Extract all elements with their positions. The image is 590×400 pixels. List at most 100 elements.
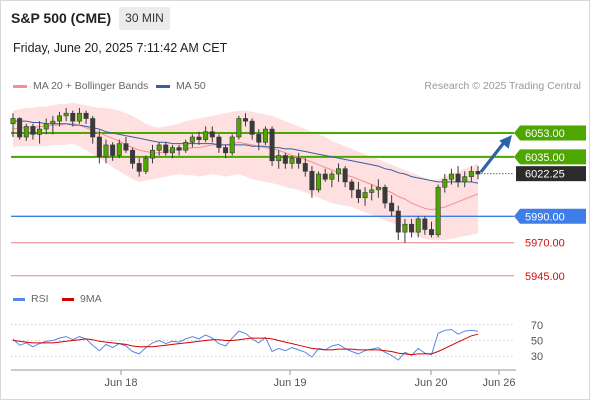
rsi-tick-30: 30 bbox=[531, 351, 543, 363]
timestamp: Friday, June 20, 2025 7:11:42 AM CET bbox=[13, 41, 228, 55]
candle-49 bbox=[335, 163, 341, 182]
bollinger-band bbox=[13, 102, 478, 241]
candle-5 bbox=[43, 118, 49, 135]
candle-body bbox=[462, 176, 468, 183]
candle-32 bbox=[223, 144, 229, 159]
candle-50 bbox=[342, 166, 348, 188]
candle-body bbox=[389, 202, 395, 212]
level-labels-layer: 6053.00 6035.00 6022.25 5990.00 5970.00 5945.… bbox=[514, 125, 586, 283]
candle-8 bbox=[63, 107, 69, 122]
candle-body bbox=[448, 173, 454, 180]
candle-12 bbox=[90, 115, 96, 144]
candle-48 bbox=[329, 171, 335, 188]
level-label-5970.00: 5970.00 bbox=[525, 238, 565, 250]
candle-body bbox=[30, 126, 36, 135]
candle-42 bbox=[289, 155, 295, 169]
candle-body bbox=[229, 136, 235, 154]
candle-body bbox=[236, 118, 242, 138]
candle-20 bbox=[143, 155, 149, 174]
legend-rsi-ma-label: 9MA bbox=[80, 293, 102, 305]
candle-9 bbox=[70, 110, 76, 127]
ma50-swatch bbox=[156, 84, 170, 88]
bollinger-band-layer bbox=[13, 102, 478, 241]
candle-35 bbox=[243, 113, 249, 127]
candle-body bbox=[382, 186, 388, 204]
timeframe-badge[interactable]: 30 MIN bbox=[119, 7, 170, 30]
candle-body bbox=[143, 157, 149, 172]
candle-body bbox=[196, 136, 202, 140]
candle-body bbox=[123, 143, 129, 151]
candle-39 bbox=[269, 126, 275, 167]
candle-14 bbox=[103, 139, 109, 164]
candle-body bbox=[302, 163, 308, 172]
candle-body bbox=[468, 171, 474, 177]
candle-body bbox=[375, 186, 381, 191]
candle-40 bbox=[276, 150, 282, 169]
candle-body bbox=[116, 143, 122, 156]
candle-body bbox=[70, 112, 76, 122]
candle-body bbox=[130, 149, 136, 164]
x-label-2: Jun 20 bbox=[414, 377, 447, 389]
candle-body bbox=[369, 189, 375, 193]
candle-body bbox=[209, 131, 215, 138]
last-price-tag bbox=[516, 166, 586, 182]
legend-ma20-label: MA 20 + Bollinger Bands bbox=[33, 80, 149, 92]
candle-16 bbox=[116, 139, 122, 159]
rsi-swatch bbox=[13, 297, 25, 301]
candle-body bbox=[150, 149, 156, 159]
level-label-5945.00: 5945.00 bbox=[525, 271, 565, 283]
level-label-6035.00: 6035.00 bbox=[525, 152, 565, 164]
candle-18 bbox=[130, 147, 136, 169]
candle-47 bbox=[322, 168, 328, 182]
candle-body bbox=[349, 181, 355, 191]
candle-19 bbox=[136, 158, 142, 177]
candle-7 bbox=[56, 111, 62, 127]
candle-57 bbox=[389, 195, 395, 217]
candle-body bbox=[23, 126, 29, 138]
candle-2 bbox=[23, 123, 29, 141]
level-tag-6053.00 bbox=[514, 125, 586, 141]
candle-62 bbox=[422, 216, 428, 235]
candle-0 bbox=[10, 113, 16, 137]
candle-body bbox=[415, 218, 421, 233]
candle-33 bbox=[229, 134, 235, 156]
ma20-swatch bbox=[13, 84, 27, 88]
candle-body bbox=[335, 168, 341, 175]
candle-body bbox=[243, 118, 249, 122]
candle-body bbox=[256, 134, 262, 143]
candle-64 bbox=[435, 184, 441, 238]
x-label-1: Jun 19 bbox=[273, 377, 306, 389]
candle-6 bbox=[50, 115, 56, 135]
candle-body bbox=[183, 141, 189, 151]
candle-46 bbox=[316, 171, 322, 193]
candle-63 bbox=[428, 221, 434, 238]
x-label-3: Jun 26 bbox=[482, 377, 515, 389]
candle-24 bbox=[169, 144, 175, 159]
candle-70 bbox=[475, 166, 481, 180]
level-label-6053.00: 6053.00 bbox=[525, 128, 565, 140]
candle-67 bbox=[455, 166, 461, 188]
candle-body bbox=[322, 173, 328, 180]
candle-body bbox=[176, 147, 182, 151]
candle-1 bbox=[17, 117, 23, 140]
candle-body bbox=[163, 144, 169, 154]
candle-17 bbox=[123, 137, 129, 153]
level-tag-5990.00 bbox=[514, 208, 586, 224]
rsi-line bbox=[12, 328, 479, 361]
candle-60 bbox=[409, 218, 415, 238]
candle-11 bbox=[83, 110, 89, 124]
rsi-tick-50: 50 bbox=[531, 336, 543, 348]
candle-body bbox=[289, 157, 295, 164]
candle-body bbox=[329, 173, 335, 180]
candle-body bbox=[189, 136, 195, 143]
candle-body bbox=[282, 155, 288, 164]
candle-body bbox=[296, 157, 302, 164]
candles-layer bbox=[10, 107, 481, 243]
level-label-5990.00: 5990.00 bbox=[525, 211, 565, 223]
candle-body bbox=[362, 192, 368, 199]
candle-body bbox=[136, 163, 142, 172]
candle-body bbox=[10, 118, 16, 125]
candle-body bbox=[223, 147, 229, 154]
candle-body bbox=[90, 118, 96, 138]
